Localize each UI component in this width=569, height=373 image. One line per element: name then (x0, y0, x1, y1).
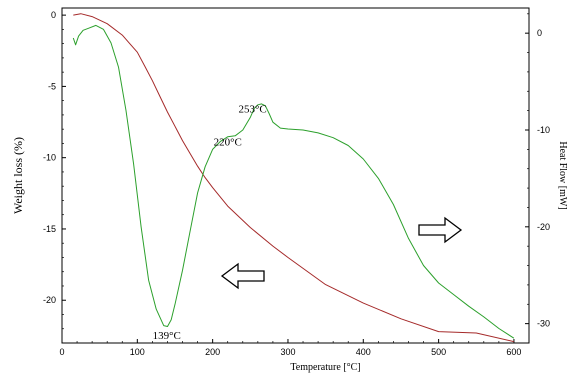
y-axis-right: 0 -10 -20 -30 (525, 13, 550, 329)
y-axis-left-title: Weight loss (%) (11, 137, 25, 214)
x-tick-label: 100 (130, 347, 145, 357)
peak-annotation: 139°C (153, 330, 181, 342)
y-left-tick-label: -15 (43, 224, 56, 234)
y-right-tick-label: -20 (537, 222, 550, 232)
x-tick-label: 0 (59, 347, 64, 357)
peak-annotation: 220°C (214, 136, 242, 148)
x-tick-label: 600 (506, 347, 521, 357)
x-axis-title: Temperature [°C] (290, 362, 360, 373)
series-layer (72, 13, 515, 343)
y-left-tick-label: -20 (43, 295, 56, 305)
y-left-tick-label: -10 (43, 153, 56, 163)
arrow-layer (220, 216, 463, 290)
weight-loss-line (73, 13, 515, 343)
x-tick-label: 200 (205, 347, 220, 357)
y-axis-right-title: Heat Flow [mW] (557, 141, 568, 209)
x-axis: 0 100 200 300 400 500 600 (59, 339, 521, 357)
y-axis-left: 0 -5 -10 -15 -20 (43, 10, 66, 330)
y-left-tick-label: 0 (51, 10, 56, 20)
right-arrow-icon (418, 216, 463, 244)
y-left-tick-label: -5 (48, 81, 56, 91)
y-right-tick-label: 0 (537, 28, 542, 38)
left-arrow-icon (220, 262, 265, 290)
x-tick-label: 500 (431, 347, 446, 357)
x-tick-label: 400 (356, 347, 371, 357)
y-right-tick-label: -10 (537, 125, 550, 135)
plot-frame (61, 7, 530, 344)
x-tick-label: 300 (280, 347, 295, 357)
annotation-layer: 139°C 220°C 253°C (153, 104, 267, 343)
y-right-tick-label: -30 (537, 319, 550, 329)
peak-annotation: 253°C (238, 104, 266, 116)
heat-flow-line (72, 24, 515, 339)
